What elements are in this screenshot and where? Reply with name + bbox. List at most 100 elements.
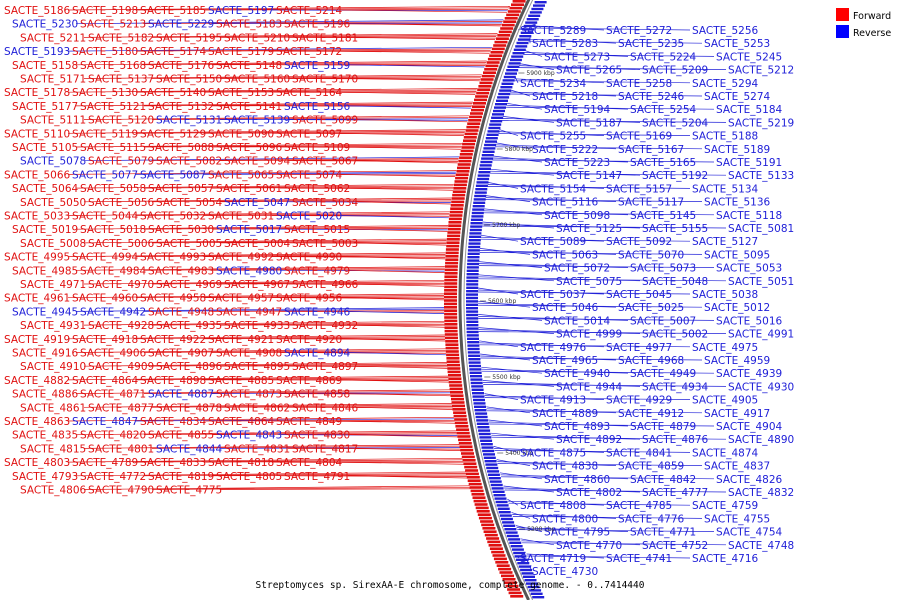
gene-label: SACTE_5254 <box>630 104 697 116</box>
reverse-gene-block <box>492 113 504 116</box>
connector-line <box>75 389 450 394</box>
forward-gene-block <box>486 537 500 540</box>
gene-label: SACTE_5139 <box>224 115 290 127</box>
reverse-gene-block <box>503 524 516 527</box>
gene-label: SACTE_5073 <box>630 263 696 275</box>
reverse-gene-block <box>479 164 492 167</box>
connector-line <box>339 338 446 342</box>
forward-gene-block <box>481 74 495 78</box>
gene-label: SACTE_4895 <box>224 361 290 373</box>
forward-gene-block <box>476 91 490 95</box>
gene-label: SACTE_5066 <box>4 169 71 181</box>
gene-label: SACTE_5212 <box>728 65 794 77</box>
connector-line <box>355 37 496 40</box>
forward-gene-block <box>445 340 459 343</box>
gene-label: SACTE_4771 <box>630 527 696 539</box>
forward-gene-block <box>478 516 492 520</box>
gene-label: SACTE_4942 <box>80 306 146 318</box>
gene-label: SACTE_4843 <box>216 430 282 442</box>
connector-line <box>496 459 531 466</box>
forward-gene-block <box>458 442 472 445</box>
gene-label: SACTE_4795 <box>544 527 610 539</box>
connector-line <box>523 52 629 57</box>
reverse-gene-block <box>515 558 528 561</box>
connector-line <box>75 183 454 189</box>
forward-gene-block <box>472 496 486 499</box>
connector-line <box>506 104 629 110</box>
connector-line <box>347 23 501 27</box>
connector-line <box>211 22 503 25</box>
gene-label: SACTE_5038 <box>692 289 758 301</box>
gene-label: SACTE_5121 <box>80 101 146 113</box>
gene-label: SACTE_4876 <box>642 434 709 446</box>
forward-gene-block <box>446 244 460 248</box>
forward-gene-block <box>444 312 458 316</box>
reverse-gene-block <box>467 259 480 262</box>
forward-gene-block <box>444 268 458 272</box>
reverse-gene-block <box>468 245 481 249</box>
reverse-gene-block <box>495 103 507 106</box>
connector-line <box>518 67 727 70</box>
forward-gene-block <box>444 292 457 295</box>
connector-line <box>347 311 445 314</box>
gene-label: SACTE_4844 <box>156 443 223 455</box>
gene-label: SACTE_5129 <box>140 128 206 140</box>
connector-line <box>533 27 691 31</box>
reverse-gene-block <box>487 470 500 473</box>
connector-line <box>83 197 452 203</box>
connector-line <box>219 282 445 285</box>
gene-label: SACTE_5065 <box>208 169 274 181</box>
gene-label: SACTE_4949 <box>630 368 696 380</box>
connector-line <box>135 171 456 175</box>
gene-label: SACTE_4966 <box>292 279 359 291</box>
gene-label: SACTE_4830 <box>284 430 350 442</box>
reverse-gene-block <box>466 290 479 293</box>
forward-gene-block <box>464 465 478 469</box>
gene-label: SACTE_4849 <box>276 416 342 428</box>
gene-label: SACTE_5063 <box>532 249 598 261</box>
connector-line <box>219 159 459 162</box>
gene-label: SACTE_5272 <box>606 25 672 37</box>
reverse-gene-block <box>497 96 510 99</box>
forward-gene-block <box>451 200 465 204</box>
connector-line <box>339 215 449 219</box>
gene-label: SACTE_5053 <box>716 263 782 275</box>
connector-line <box>355 324 445 328</box>
forward-gene-block <box>481 523 495 527</box>
connector-line <box>67 416 455 422</box>
forward-gene-block <box>494 40 508 44</box>
reverse-gene-block <box>519 35 532 38</box>
connector-line <box>510 89 531 97</box>
gene-label: SACTE_5006 <box>88 238 155 250</box>
reverse-gene-block <box>466 266 479 269</box>
connector-line <box>339 297 445 301</box>
forward-gene-block <box>490 51 504 54</box>
gene-label: SACTE_4992 <box>208 252 274 264</box>
connector-line <box>521 540 641 546</box>
connector-line <box>219 77 481 79</box>
gene-label: SACTE_4804 <box>276 457 343 469</box>
reverse-gene-block <box>530 592 543 595</box>
forward-gene-block <box>487 540 501 544</box>
reverse-gene-block <box>472 208 485 211</box>
gene-label: SACTE_4920 <box>276 334 342 346</box>
forward-gene-block <box>448 217 462 221</box>
reverse-gene-block <box>467 351 480 354</box>
gene-label: SACTE_5147 <box>556 170 622 182</box>
legend-reverse-swatch <box>836 25 849 38</box>
reverse-gene-block <box>476 419 489 422</box>
connector-line <box>67 375 449 381</box>
reverse-gene-block <box>466 313 479 317</box>
reverse-gene-block <box>493 494 506 497</box>
forward-gene-block <box>483 530 497 533</box>
forward-gene-block <box>476 510 490 513</box>
connector-line <box>135 89 477 93</box>
reverse-gene-block <box>486 133 499 136</box>
gene-label: SACTE_4928 <box>88 320 154 332</box>
reverse-gene-block <box>481 157 494 160</box>
tick-label: 5400 kbp <box>505 450 533 457</box>
connector-line <box>480 238 691 242</box>
connector-line <box>151 404 453 408</box>
gene-label: SACTE_5014 <box>544 315 611 327</box>
forward-gene-block <box>451 401 465 404</box>
